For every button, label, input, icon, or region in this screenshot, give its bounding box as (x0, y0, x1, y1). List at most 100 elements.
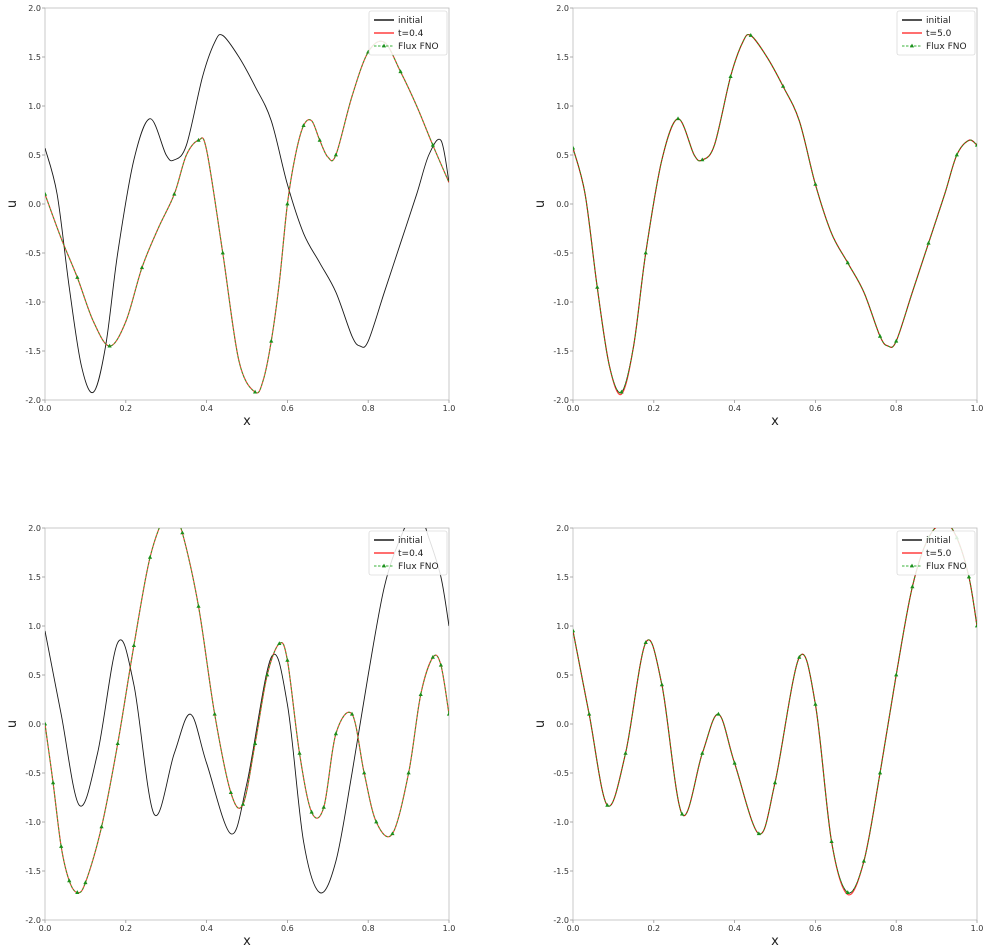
x-tick-label: 0.4 (200, 924, 213, 933)
fno-data-point (333, 731, 338, 736)
y-tick-label: 1.0 (556, 622, 569, 631)
x-tick-label: 1.0 (971, 924, 984, 933)
legend-marker (909, 43, 915, 48)
y-tick-label: -1.0 (25, 818, 41, 827)
fno-data-point (297, 751, 302, 755)
fno-data-point (894, 338, 899, 343)
fno-data-point (894, 672, 899, 677)
x-tick-label: 0.0 (567, 924, 580, 933)
fno-data-point (277, 641, 282, 646)
fno-data-point (265, 672, 270, 677)
legend-label: initial (398, 536, 423, 546)
x-tick-label: 0.0 (39, 404, 52, 413)
legend-marker (381, 563, 387, 568)
fno-data-point (732, 760, 737, 765)
legend-label: Flux FNO (926, 42, 967, 52)
legend: initial t=0.4 Flux FNO (368, 10, 448, 56)
x-tick-label: 0.0 (567, 404, 580, 413)
y-tick-label: -2.0 (553, 396, 569, 405)
y-axis-label: u (533, 720, 548, 728)
fno-data-point (172, 516, 176, 520)
x-tick-label: 0.4 (728, 404, 741, 413)
plot-area-frame (44, 7, 450, 401)
series-line-2 (45, 40, 449, 394)
fno-data-point (877, 333, 883, 338)
fno-data-point (131, 643, 136, 647)
fno-data-point (220, 250, 225, 255)
fno-data-point (700, 157, 705, 162)
y-tick-label: 2.0 (556, 4, 569, 13)
fno-data-point (285, 657, 290, 662)
fno-data-point (240, 801, 246, 806)
fno-data-point (573, 628, 576, 633)
fno-data-point (926, 240, 931, 245)
fno-data-point (406, 770, 411, 775)
fno-data-point (252, 389, 258, 394)
y-tick-label: 0.0 (556, 720, 569, 729)
fno-data-point (398, 69, 403, 74)
x-tick-label: 0.6 (809, 404, 822, 413)
plot-area-frame (572, 527, 978, 921)
x-tick-label: 0.6 (281, 924, 294, 933)
legend-marker (909, 563, 915, 568)
fno-data-point (99, 824, 104, 829)
fno-data-point (252, 741, 258, 745)
y-tick-label: 2.0 (28, 524, 41, 533)
x-axis-label: x (771, 414, 779, 429)
legend-label: t=5.0 (926, 29, 952, 39)
fno-data-point (966, 574, 972, 579)
fno-data-point (67, 878, 72, 883)
y-tick-label: -1.0 (25, 298, 41, 307)
fno-data-point (716, 711, 721, 716)
fno-data-point (180, 530, 185, 535)
series-line-2 (45, 528, 449, 894)
legend-box (896, 530, 976, 576)
fno-data-point (845, 260, 850, 265)
fno-data-point (845, 890, 850, 894)
x-tick-label: 1.0 (443, 404, 456, 413)
x-tick-label: 0.8 (890, 404, 903, 413)
fno-data-point (573, 145, 576, 150)
fno-data-point (390, 831, 395, 836)
fno-data-point (595, 284, 600, 289)
fno-data-point (75, 890, 80, 894)
fno-data-point (829, 839, 834, 843)
fno-data-point (438, 662, 444, 667)
fno-data-point (772, 780, 778, 785)
fno-data-point (45, 721, 48, 726)
fno-data-point (139, 265, 145, 270)
fno-data-point (587, 711, 592, 716)
fno-data-point (317, 137, 322, 142)
fno-data-point (309, 809, 314, 814)
x-tick-label: 0.2 (119, 924, 132, 933)
y-tick-label: 1.0 (556, 102, 569, 111)
y-tick-label: -1.5 (25, 347, 41, 356)
fno-data-point (974, 623, 977, 628)
y-tick-label: -1.5 (553, 347, 569, 356)
y-tick-label: 2.0 (28, 4, 41, 13)
fno-data-point (362, 770, 367, 775)
fno-data-point (75, 275, 80, 279)
y-tick-label: 1.0 (28, 622, 41, 631)
fno-data-point (877, 770, 883, 775)
plot-area-frame (44, 527, 450, 921)
x-tick-label: 0.4 (200, 404, 213, 413)
y-tick-label: 1.5 (28, 53, 41, 62)
plot-lines (573, 33, 977, 396)
y-tick-label: -0.5 (553, 769, 569, 778)
x-tick-label: 0.2 (647, 404, 660, 413)
series-line-0 (45, 34, 449, 394)
fno-data-point (756, 831, 761, 836)
y-tick-label: -2.0 (25, 396, 41, 405)
x-tick-label: 0.6 (281, 404, 294, 413)
y-tick-label: -1.5 (553, 867, 569, 876)
fno-data-point (619, 389, 624, 394)
fno-data-point (50, 780, 56, 785)
y-tick-label: 0.5 (28, 151, 41, 160)
plot-lines (573, 528, 977, 896)
y-tick-label: 1.5 (28, 573, 41, 582)
chart-panel-4: 0.0 0.2 0.4 0.6 0.8 1.0 -2.0 -1.5 -1.0 -0.5 0.0 0.5… (533, 524, 984, 949)
fno-data-point (228, 790, 233, 794)
y-tick-label: -1.0 (553, 818, 569, 827)
fno-data-point (196, 137, 201, 142)
